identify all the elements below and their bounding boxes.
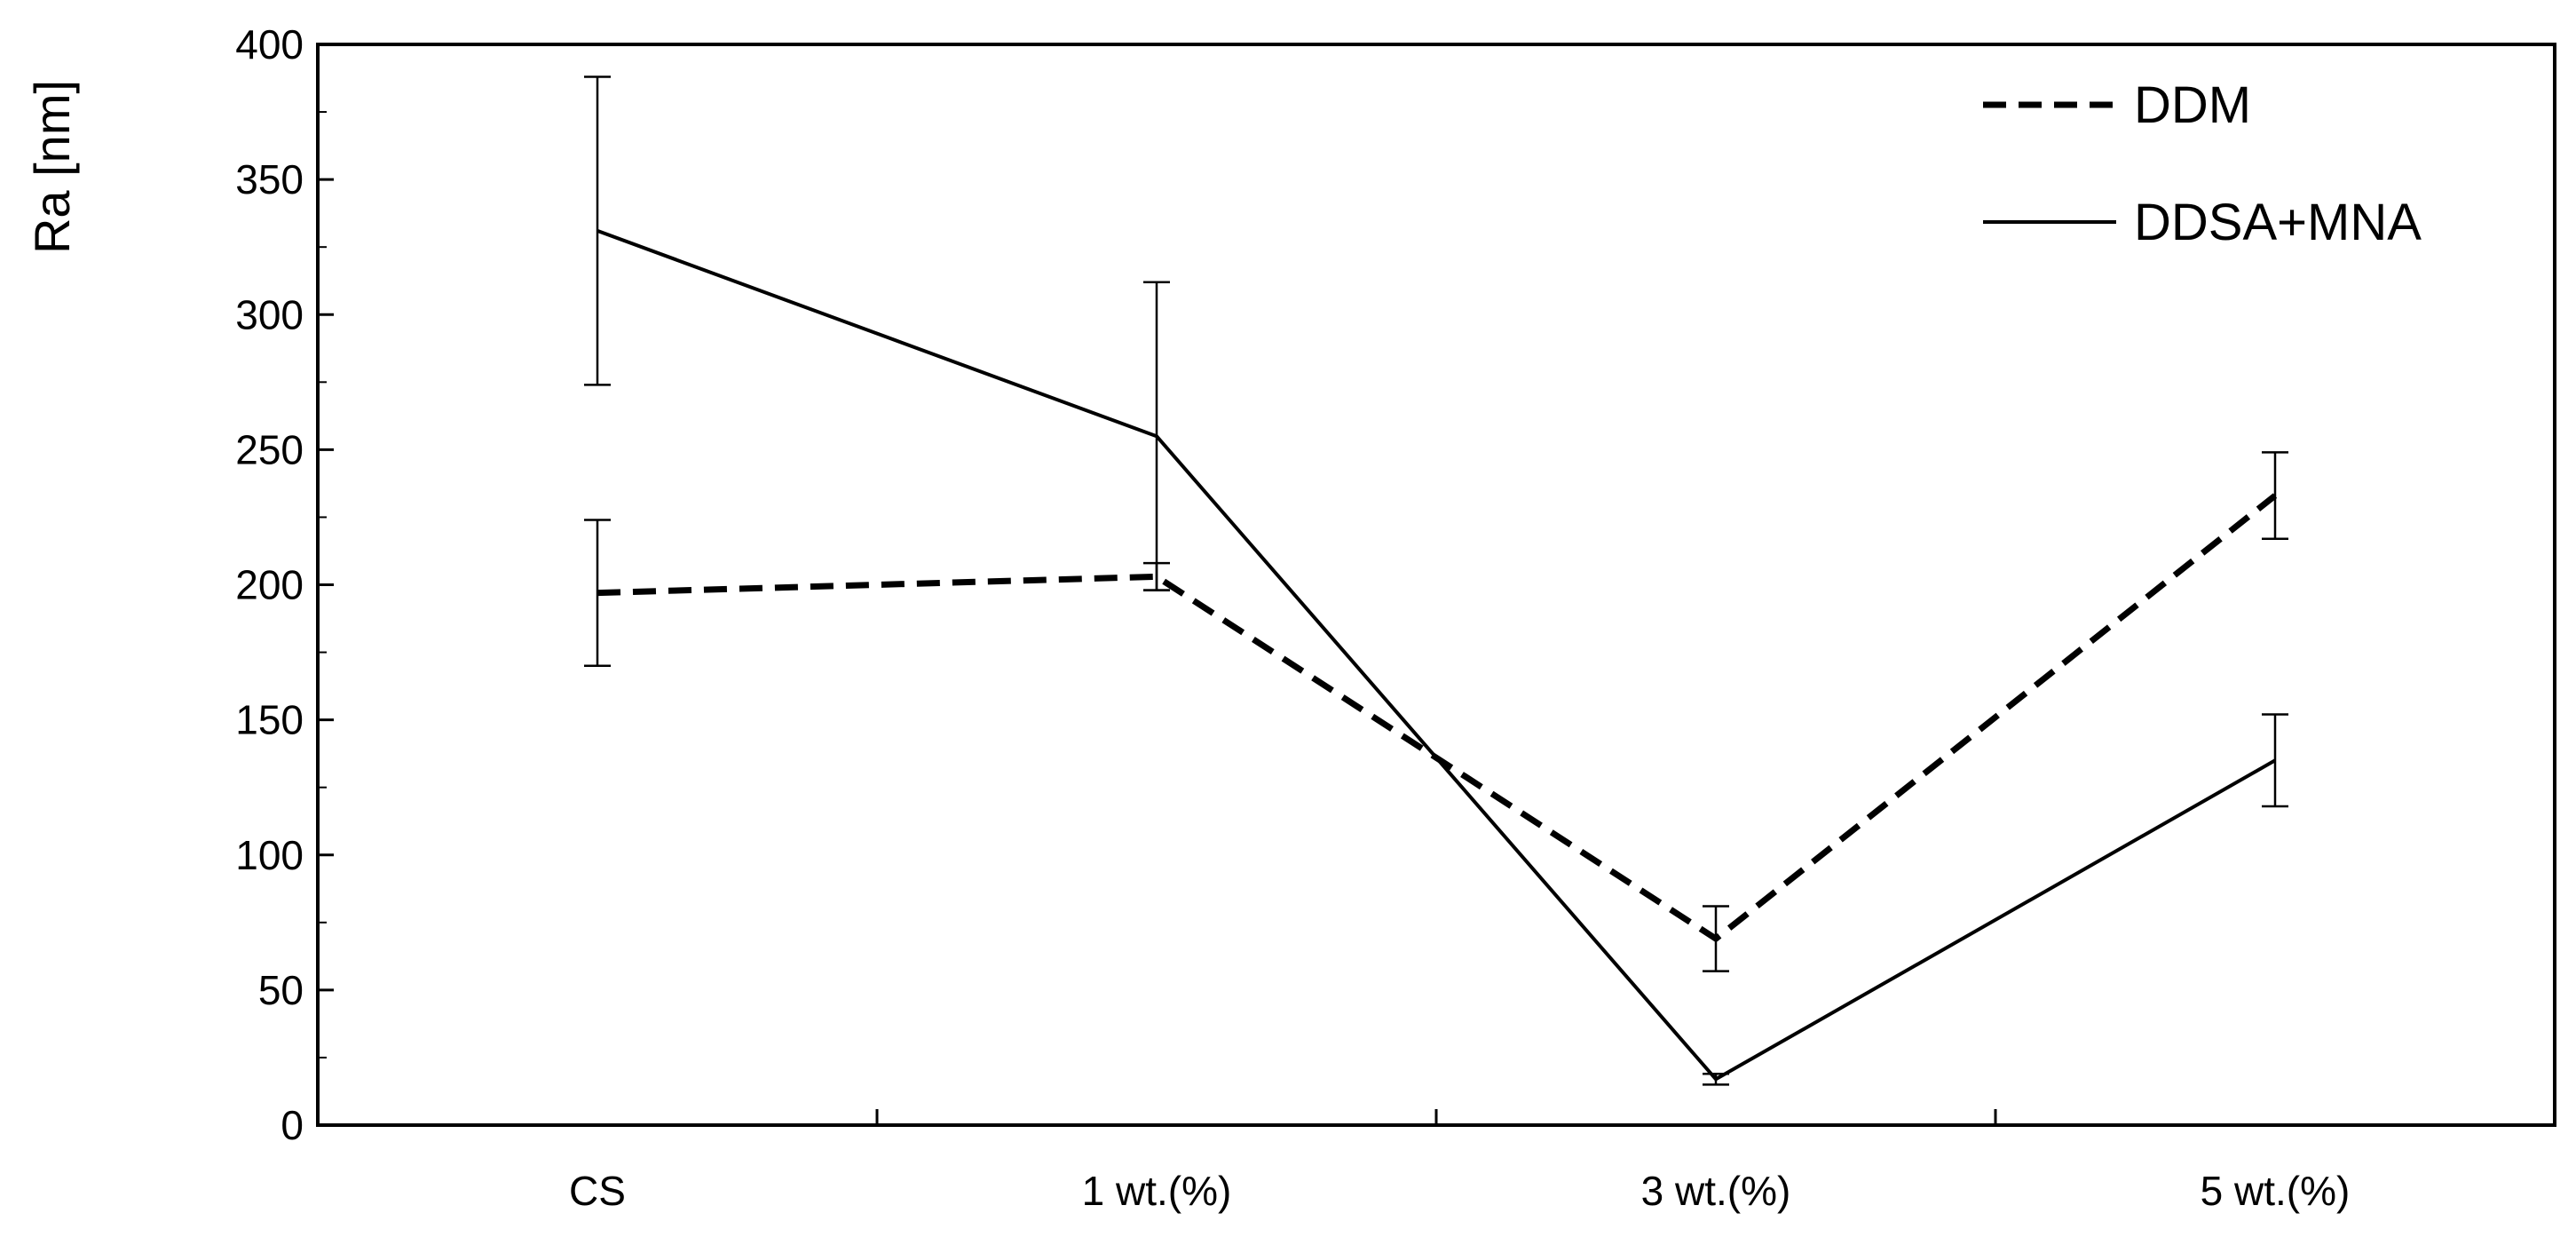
x-axis-ticks: CS 1 wt.(%) 3 wt.(%) 5 wt.(%)	[569, 1109, 2350, 1214]
y-axis-ticks: 0 50 100 150 200 250 300 350 400	[235, 21, 334, 1148]
y-tick-label: 150	[235, 697, 304, 743]
series-line	[597, 229, 2276, 1082]
x-tick-label: 5 wt.(%)	[2201, 1168, 2351, 1214]
y-tick-label: 0	[281, 1102, 304, 1148]
y-tick-label: 100	[235, 832, 304, 878]
y-axis-title: Ra [nm]	[24, 80, 80, 254]
error-bar	[584, 75, 611, 386]
x-tick-label: CS	[569, 1168, 626, 1214]
series-group	[584, 75, 2288, 1086]
series-ddm	[584, 451, 2288, 972]
y-tick-label: 250	[235, 426, 304, 472]
series-ddsa-mna	[584, 75, 2288, 1086]
y-tick-label: 50	[258, 967, 304, 1013]
x-tick-label: 3 wt.(%)	[1641, 1168, 1791, 1214]
series-line	[597, 493, 2278, 942]
error-bar	[1143, 281, 1170, 591]
legend: DDM DDSA+MNA	[1983, 76, 2422, 251]
y-tick-label: 350	[235, 156, 304, 202]
legend-item: DDM	[1983, 76, 2251, 134]
error-bar	[1703, 1072, 1729, 1086]
error-bar	[2262, 451, 2288, 541]
y-tick-label: 300	[235, 291, 304, 337]
error-bar	[584, 519, 611, 668]
x-tick-label: 1 wt.(%)	[1082, 1168, 1232, 1214]
legend-label: DDM	[2134, 76, 2251, 134]
y-tick-label: 200	[235, 562, 304, 608]
legend-label: DDSA+MNA	[2134, 194, 2422, 251]
legend-item: DDSA+MNA	[1983, 194, 2422, 251]
y-tick-label: 400	[235, 21, 304, 67]
error-bar	[2262, 713, 2288, 808]
error-bar	[1703, 905, 1729, 972]
